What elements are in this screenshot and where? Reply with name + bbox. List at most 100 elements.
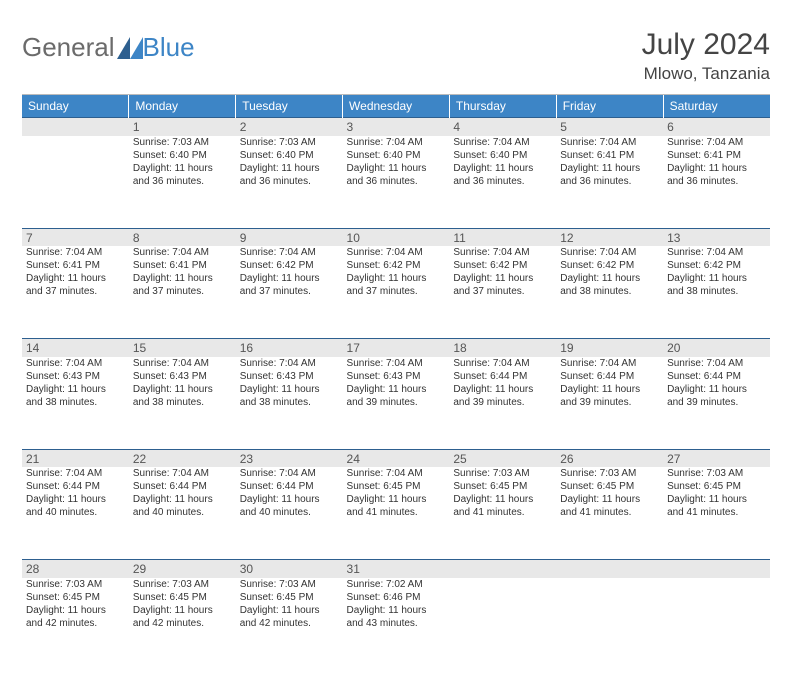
daylight-line: Daylight: 11 hours and 40 minutes.: [240, 493, 339, 519]
day-details: Sunrise: 7:04 AMSunset: 6:41 PMDaylight:…: [26, 246, 125, 298]
sunset-line: Sunset: 6:43 PM: [347, 370, 446, 383]
sunrise-line: Sunrise: 7:04 AM: [133, 246, 232, 259]
day-number: 24: [347, 452, 360, 466]
sunrise-line: Sunrise: 7:04 AM: [453, 136, 552, 149]
day-cell: [663, 578, 770, 670]
daynum-cell: 27: [663, 449, 770, 467]
day-details: Sunrise: 7:03 AMSunset: 6:45 PMDaylight:…: [667, 467, 766, 519]
daynum-row: 123456: [22, 118, 770, 136]
weekday-header: Thursday: [449, 95, 556, 118]
sunset-line: Sunset: 6:41 PM: [667, 149, 766, 162]
day-number: 11: [453, 231, 465, 245]
day-cell: Sunrise: 7:04 AMSunset: 6:42 PMDaylight:…: [556, 246, 663, 339]
sunset-line: Sunset: 6:40 PM: [347, 149, 446, 162]
daynum-cell: [663, 560, 770, 578]
daynum-cell: 1: [129, 118, 236, 136]
day-cell: Sunrise: 7:04 AMSunset: 6:43 PMDaylight:…: [343, 357, 450, 450]
daynum-cell: [556, 560, 663, 578]
daynum-cell: 18: [449, 339, 556, 357]
daylight-line: Daylight: 11 hours and 40 minutes.: [133, 493, 232, 519]
daynum-cell: 14: [22, 339, 129, 357]
daynum-cell: 31: [343, 560, 450, 578]
sunrise-line: Sunrise: 7:03 AM: [560, 467, 659, 480]
day-cell: Sunrise: 7:03 AMSunset: 6:40 PMDaylight:…: [129, 136, 236, 229]
sunset-line: Sunset: 6:45 PM: [347, 480, 446, 493]
daynum-cell: 28: [22, 560, 129, 578]
day-number: 21: [26, 452, 39, 466]
brand-logo: General Blue: [22, 32, 195, 63]
sunset-line: Sunset: 6:42 PM: [560, 259, 659, 272]
day-cell: Sunrise: 7:04 AMSunset: 6:44 PMDaylight:…: [236, 467, 343, 560]
daynum-cell: 19: [556, 339, 663, 357]
sunrise-line: Sunrise: 7:04 AM: [240, 357, 339, 370]
daylight-line: Daylight: 11 hours and 36 minutes.: [240, 162, 339, 188]
day-cell: Sunrise: 7:04 AMSunset: 6:40 PMDaylight:…: [449, 136, 556, 229]
day-number: 19: [560, 341, 573, 355]
daylight-line: Daylight: 11 hours and 42 minutes.: [133, 604, 232, 630]
daynum-cell: 20: [663, 339, 770, 357]
sunrise-line: Sunrise: 7:04 AM: [133, 357, 232, 370]
content-row: Sunrise: 7:04 AMSunset: 6:41 PMDaylight:…: [22, 246, 770, 339]
sunset-line: Sunset: 6:43 PM: [26, 370, 125, 383]
day-details: Sunrise: 7:03 AMSunset: 6:45 PMDaylight:…: [133, 578, 232, 630]
sunrise-line: Sunrise: 7:04 AM: [347, 136, 446, 149]
day-number: 15: [133, 341, 146, 355]
day-cell: [449, 578, 556, 670]
location-label: Mlowo, Tanzania: [642, 64, 770, 84]
sunrise-line: Sunrise: 7:03 AM: [26, 578, 125, 591]
sunrise-line: Sunrise: 7:03 AM: [667, 467, 766, 480]
day-number: 6: [667, 120, 674, 134]
sunrise-line: Sunrise: 7:04 AM: [560, 246, 659, 259]
sunrise-line: Sunrise: 7:03 AM: [453, 467, 552, 480]
day-number: 20: [667, 341, 680, 355]
sunset-line: Sunset: 6:45 PM: [667, 480, 766, 493]
sunset-line: Sunset: 6:41 PM: [26, 259, 125, 272]
daynum-cell: 15: [129, 339, 236, 357]
day-number: 26: [560, 452, 573, 466]
daylight-line: Daylight: 11 hours and 40 minutes.: [26, 493, 125, 519]
day-number: 10: [347, 231, 360, 245]
sunset-line: Sunset: 6:41 PM: [133, 259, 232, 272]
daylight-line: Daylight: 11 hours and 37 minutes.: [347, 272, 446, 298]
day-number: 8: [133, 231, 140, 245]
daylight-line: Daylight: 11 hours and 38 minutes.: [667, 272, 766, 298]
weekday-header: Wednesday: [343, 95, 450, 118]
sunset-line: Sunset: 6:40 PM: [133, 149, 232, 162]
daynum-cell: 3: [343, 118, 450, 136]
weekday-header: Friday: [556, 95, 663, 118]
weekday-header: Saturday: [663, 95, 770, 118]
calendar-table: SundayMondayTuesdayWednesdayThursdayFrid…: [22, 95, 770, 670]
daylight-line: Daylight: 11 hours and 37 minutes.: [133, 272, 232, 298]
day-cell: Sunrise: 7:02 AMSunset: 6:46 PMDaylight:…: [343, 578, 450, 670]
daylight-line: Daylight: 11 hours and 41 minutes.: [347, 493, 446, 519]
day-cell: Sunrise: 7:04 AMSunset: 6:43 PMDaylight:…: [129, 357, 236, 450]
daynum-cell: 7: [22, 228, 129, 246]
day-cell: Sunrise: 7:04 AMSunset: 6:41 PMDaylight:…: [129, 246, 236, 339]
day-details: Sunrise: 7:04 AMSunset: 6:42 PMDaylight:…: [347, 246, 446, 298]
content-row: Sunrise: 7:03 AMSunset: 6:45 PMDaylight:…: [22, 578, 770, 670]
sunset-line: Sunset: 6:42 PM: [240, 259, 339, 272]
day-number: 13: [667, 231, 680, 245]
sunrise-line: Sunrise: 7:04 AM: [26, 357, 125, 370]
day-details: Sunrise: 7:03 AMSunset: 6:45 PMDaylight:…: [453, 467, 552, 519]
day-details: Sunrise: 7:04 AMSunset: 6:44 PMDaylight:…: [133, 467, 232, 519]
day-number: 29: [133, 562, 146, 576]
daynum-cell: 9: [236, 228, 343, 246]
sunset-line: Sunset: 6:43 PM: [133, 370, 232, 383]
sunset-line: Sunset: 6:44 PM: [667, 370, 766, 383]
sunrise-line: Sunrise: 7:04 AM: [240, 467, 339, 480]
day-cell: Sunrise: 7:04 AMSunset: 6:40 PMDaylight:…: [343, 136, 450, 229]
sunrise-line: Sunrise: 7:03 AM: [133, 136, 232, 149]
day-number: 9: [240, 231, 247, 245]
day-number: 16: [240, 341, 253, 355]
sunrise-line: Sunrise: 7:03 AM: [240, 136, 339, 149]
day-cell: Sunrise: 7:04 AMSunset: 6:41 PMDaylight:…: [22, 246, 129, 339]
day-number: 23: [240, 452, 253, 466]
day-cell: Sunrise: 7:04 AMSunset: 6:44 PMDaylight:…: [556, 357, 663, 450]
sunset-line: Sunset: 6:45 PM: [453, 480, 552, 493]
daynum-cell: 4: [449, 118, 556, 136]
day-details: Sunrise: 7:04 AMSunset: 6:42 PMDaylight:…: [560, 246, 659, 298]
weekday-header: Monday: [129, 95, 236, 118]
day-details: Sunrise: 7:04 AMSunset: 6:43 PMDaylight:…: [26, 357, 125, 409]
daynum-cell: 25: [449, 449, 556, 467]
